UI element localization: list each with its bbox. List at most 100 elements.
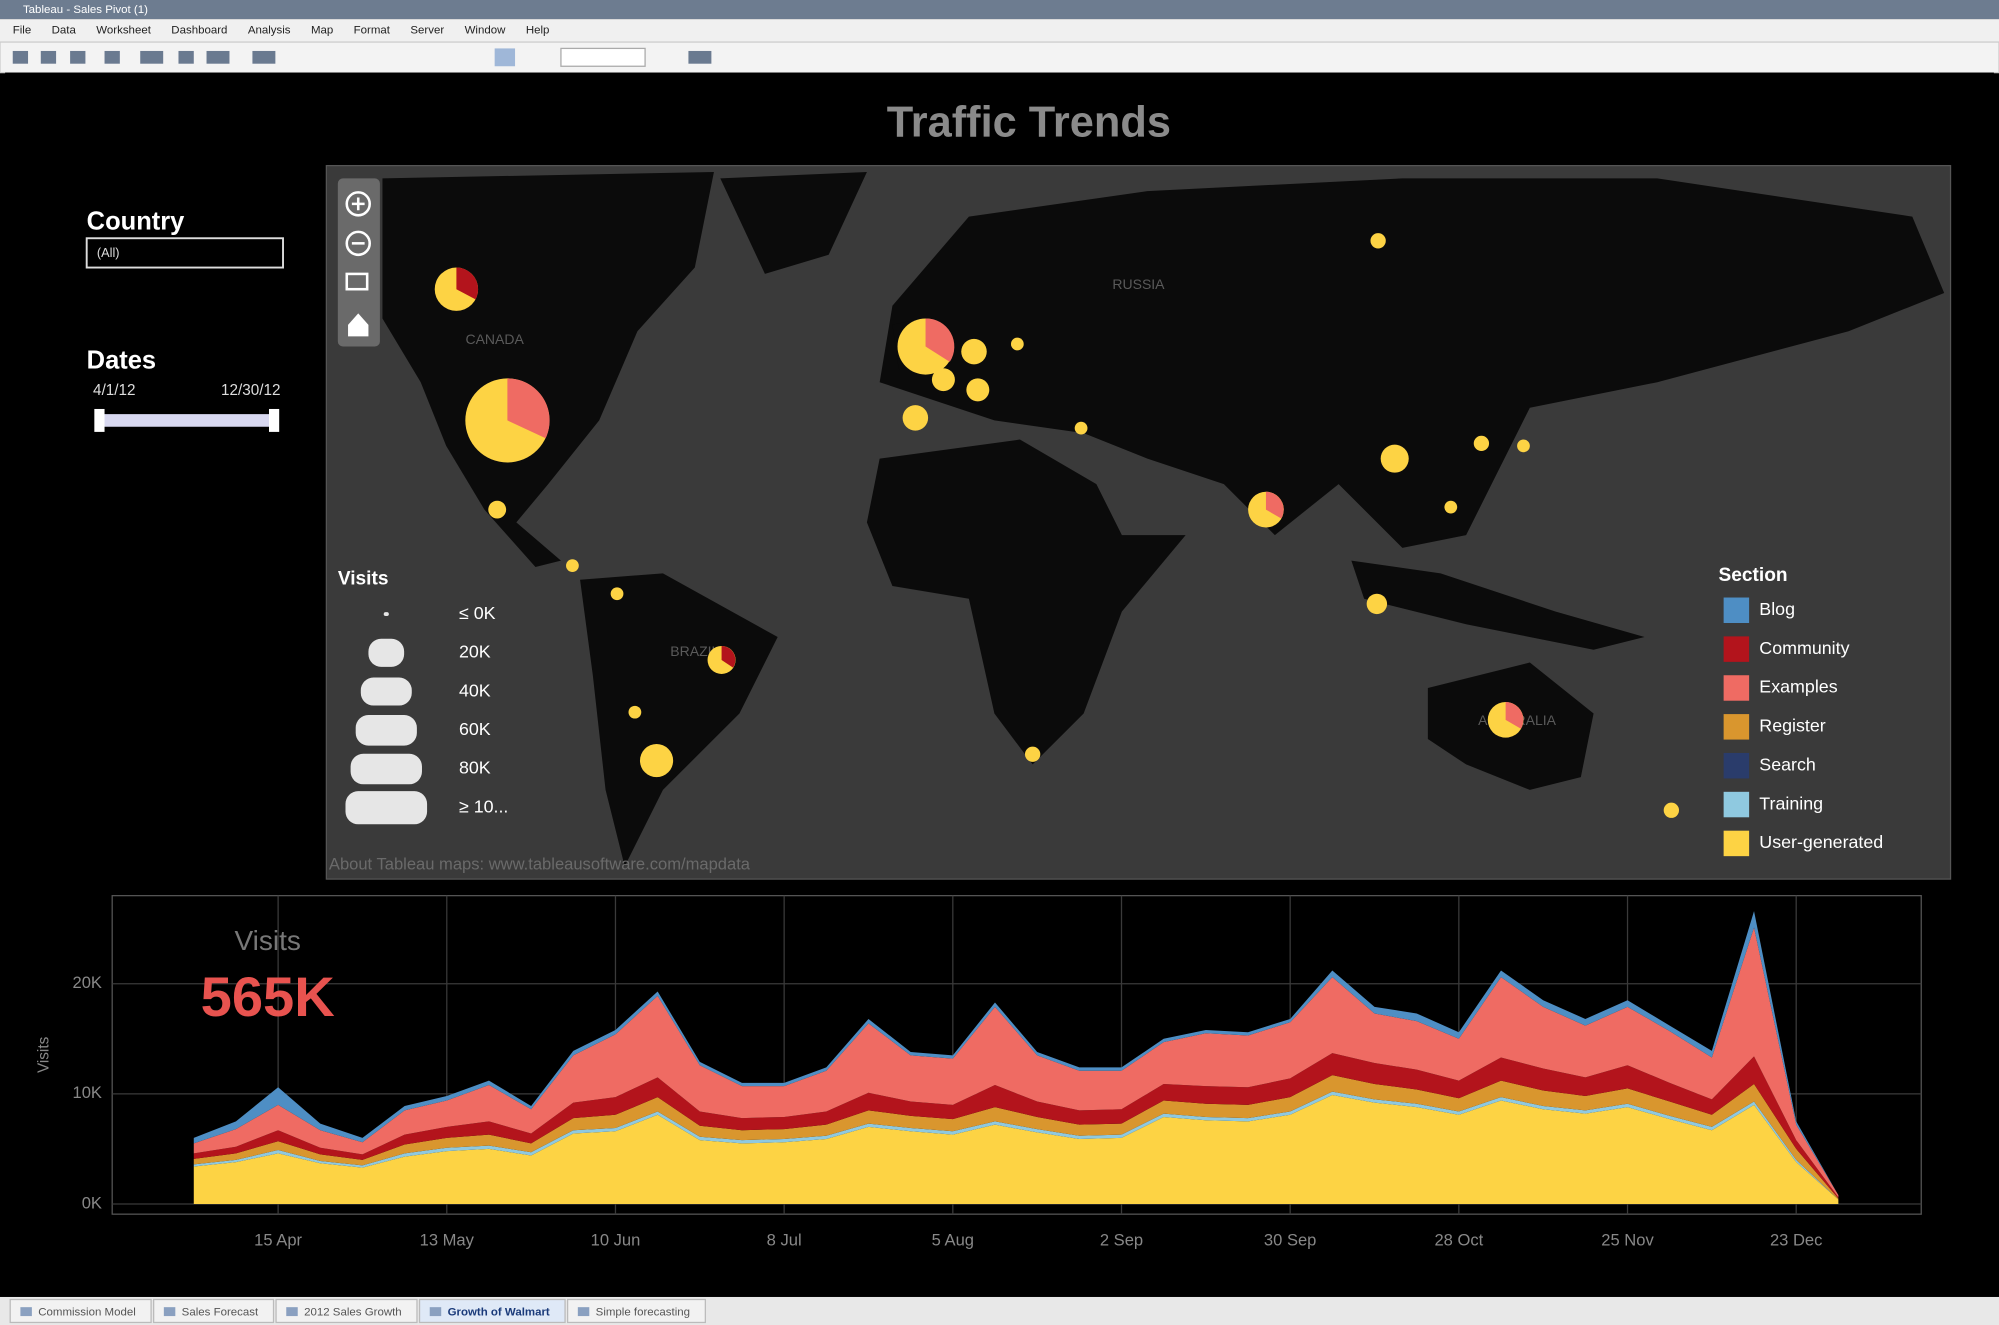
tool-icon[interactable] — [178, 50, 194, 64]
tool-icon[interactable] — [206, 50, 230, 64]
size-label: 80K — [459, 758, 491, 778]
menu-item[interactable]: Dashboard — [171, 25, 227, 37]
x-tick-label: 13 May — [420, 1230, 475, 1249]
map-bubble — [1074, 421, 1088, 435]
reset-map[interactable] — [348, 313, 369, 337]
menu-item[interactable]: Server — [410, 25, 444, 37]
sheet-tab[interactable] — [275, 1298, 418, 1324]
sheet-tab[interactable] — [9, 1298, 152, 1324]
map-bubble-slice — [1505, 701, 1524, 729]
x-tick-label: 30 Sep — [1264, 1230, 1316, 1249]
sheet-tab-label: Commission Model — [38, 1306, 136, 1318]
map-bubble — [1444, 500, 1458, 514]
sheet-tab[interactable] — [153, 1298, 275, 1324]
map-bubble — [1370, 233, 1386, 249]
area-series — [193, 1094, 1839, 1204]
color-legend-title: Section — [1719, 565, 1788, 586]
legend-swatch — [1723, 675, 1750, 701]
menu-item[interactable]: Window — [465, 25, 507, 37]
zoom-in[interactable] — [345, 191, 371, 217]
y-tick-label: 0K — [82, 1193, 102, 1212]
tool-icon[interactable] — [252, 50, 276, 64]
map-bubble — [902, 405, 929, 431]
menu-item[interactable]: Format — [354, 25, 391, 37]
legend-swatch — [1723, 752, 1750, 779]
place-label: RUSSIA — [1112, 276, 1165, 292]
area-chart: Visits 0K 10K 20K 15 Apr 13 May 10 Jun 8 Jul 5 … — [36, 895, 1922, 1249]
x-tick-label: 23 Dec — [1770, 1230, 1822, 1249]
size-label: ≤ 0K — [459, 603, 496, 623]
map-bubble-slice — [507, 378, 550, 439]
sheet-tab[interactable] — [418, 1298, 566, 1324]
y-tick-label: 10K — [73, 1083, 102, 1102]
legend-label: User-generated — [1759, 832, 1883, 852]
map-controls — [337, 178, 380, 347]
tool-icon[interactable] — [140, 50, 164, 64]
menu-item[interactable]: File — [13, 25, 31, 37]
map-bubble — [1024, 746, 1041, 762]
tool-icon[interactable] — [494, 48, 516, 67]
continent — [720, 171, 867, 274]
map-bubble — [931, 368, 955, 392]
legend-swatch — [1723, 597, 1750, 624]
menu: File Data Worksheet Dashboard Analysis Map For… — [13, 25, 550, 37]
tool-icon[interactable] — [40, 50, 57, 64]
sheet-tab[interactable] — [566, 1298, 706, 1324]
continent — [580, 573, 778, 867]
date-end: 12/30/12 — [221, 382, 281, 399]
tool-icon[interactable] — [12, 50, 29, 64]
slider-handle[interactable] — [268, 408, 280, 432]
filter-label: Dates — [87, 347, 156, 375]
map-bubble — [488, 500, 507, 519]
menu-item[interactable]: Data — [52, 25, 77, 37]
legend-label: Community — [1759, 638, 1849, 658]
toolbar — [0, 41, 1999, 74]
map-bubble — [566, 559, 579, 573]
continent — [879, 178, 1945, 548]
x-tick-label: 10 Jun — [591, 1230, 641, 1249]
size-swatch — [355, 714, 417, 746]
area-series — [193, 1053, 1839, 1199]
place-label: BRAZIL — [670, 643, 719, 659]
map-bubble — [961, 338, 987, 365]
continent — [1351, 560, 1645, 650]
slider-handle[interactable] — [94, 408, 105, 432]
tool-icon[interactable] — [70, 50, 86, 64]
map-bubbles — [434, 233, 1680, 818]
menu-item[interactable]: Analysis — [248, 25, 291, 37]
menu-item[interactable]: Help — [526, 25, 550, 37]
land — [382, 171, 1945, 867]
map-credit[interactable]: About Tableau maps: www.tableausoftware.… — [329, 854, 751, 873]
legend-label: Search — [1759, 754, 1816, 774]
sheet-tab-label: Simple forecasting — [596, 1306, 690, 1318]
plot-frame — [111, 895, 1922, 1215]
size-swatch — [345, 791, 428, 825]
dropdown[interactable] — [560, 47, 646, 67]
tool-icon[interactable] — [104, 50, 120, 64]
date-slider[interactable] — [96, 414, 278, 427]
zoom-out[interactable] — [345, 230, 371, 257]
area-series — [193, 927, 1839, 1198]
size-swatch — [360, 677, 412, 706]
x-tick-label: 8 Jul — [767, 1230, 802, 1249]
x-tick-label: 2 Sep — [1100, 1230, 1143, 1249]
menu-item[interactable]: Worksheet — [96, 25, 151, 37]
zoom-area[interactable] — [345, 272, 369, 291]
place-label: CANADA — [465, 331, 524, 347]
y-tick-label: 20K — [73, 973, 102, 992]
title-bar — [0, 0, 1999, 20]
map-bubble — [1366, 593, 1388, 615]
tab-icon — [286, 1307, 298, 1317]
color-legend: Blog Community Examples Register Search Train… — [1723, 597, 1883, 857]
size-label: 60K — [459, 719, 491, 739]
menu-item[interactable]: Map — [311, 25, 333, 37]
tab-icon — [429, 1307, 442, 1317]
kpi-label: Visits — [234, 925, 300, 956]
kpi-value: 565K — [201, 965, 335, 1028]
tool-icon[interactable] — [688, 50, 712, 64]
map-bubble — [639, 744, 674, 778]
legend-swatch — [1723, 791, 1750, 818]
size-swatch — [383, 612, 389, 616]
country-dropdown[interactable] — [85, 237, 284, 269]
